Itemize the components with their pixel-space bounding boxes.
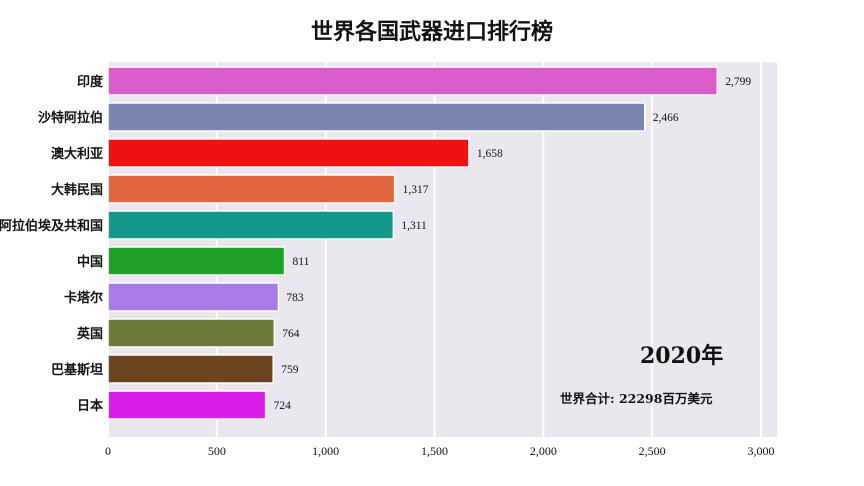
value-label: 2,799 (725, 76, 751, 88)
value-label: 783 (286, 292, 304, 304)
category-label: 卡塔尔 (64, 290, 103, 306)
x-tick-label: 1,000 (312, 444, 339, 458)
bar (107, 66, 718, 96)
value-label: 1,317 (403, 184, 429, 196)
bar (107, 246, 286, 276)
x-tick-label: 0 (105, 444, 111, 458)
bar (107, 138, 470, 168)
value-label: 759 (281, 364, 299, 376)
category-label: 英国 (76, 326, 103, 342)
chart-title: 世界各国武器进口排行榜 (310, 19, 553, 45)
value-label: 724 (274, 400, 292, 412)
bar (107, 282, 280, 312)
x-tick-label: 2,500 (639, 444, 666, 458)
world-total-label: 世界合计: 22298百万美元 (560, 391, 713, 406)
x-tick-label: 1,500 (421, 444, 448, 458)
x-tick-label: 2,000 (530, 444, 557, 458)
bar (107, 354, 274, 384)
value-label: 811 (293, 256, 310, 268)
category-label: 中国 (77, 254, 103, 270)
x-tick-label: 500 (208, 444, 226, 458)
value-label: 764 (282, 328, 300, 340)
year-label: 2020年 (640, 343, 724, 369)
bar (107, 318, 276, 348)
category-label: 印度 (77, 74, 104, 90)
value-label: 1,311 (401, 220, 427, 232)
bar (107, 102, 646, 132)
category-label: 日本 (77, 398, 103, 414)
category-label: 大韩民国 (51, 182, 103, 198)
value-label: 1,658 (477, 148, 503, 160)
bar (107, 390, 267, 420)
category-label: 巴基斯坦 (51, 362, 103, 378)
bar (107, 174, 396, 204)
bar (107, 210, 395, 240)
category-label: 沙特阿拉伯 (38, 110, 103, 126)
x-tick-label: 3,000 (748, 444, 775, 458)
value-label: 2,466 (653, 112, 679, 124)
category-label: 阿拉伯埃及共和国 (0, 218, 103, 234)
category-label: 澳大利亚 (51, 146, 103, 162)
